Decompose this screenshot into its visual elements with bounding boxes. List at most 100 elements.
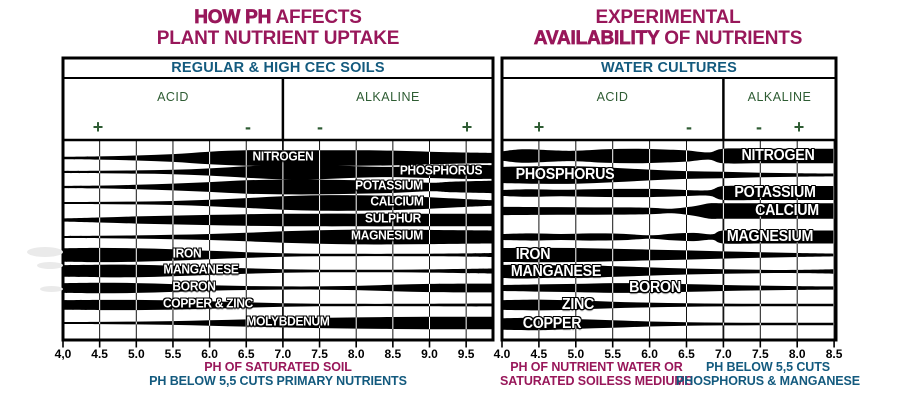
band-magnesium (502, 230, 835, 244)
sign-acid-plus-left: + (92, 117, 104, 137)
sign-acid-minus-left: - (245, 117, 251, 137)
footer-right-secondary: PH BELOW 5,5 CUTS PHOSPHORUS & MANGANESE (648, 360, 888, 388)
x-tick-label: 9.5 (458, 347, 475, 361)
band-label-manganese: MANGANESE (163, 261, 239, 277)
band-iron (502, 247, 835, 263)
band-label-boron: BORON (628, 279, 681, 296)
x-tick-label: 5.5 (165, 347, 182, 361)
band-label-phosphorus: PHOSPHORUS (515, 166, 615, 183)
sign-alkaline-minus-left: - (317, 117, 323, 137)
band-phosphorus (502, 166, 835, 184)
panel-right: 4.0 4.5 5.0 5.5 6.0 6.5 7.0 7.5 8.0 8.5 (494, 56, 843, 361)
band-label-manganese: MANGANESE (510, 262, 601, 280)
panel-left: 4,0 4.5 5.0 5.5 6.0 6.5 7.0 7.5 8.0 8.5 9.0 9.5 (55, 56, 495, 361)
band-molybdenum (63, 316, 492, 330)
panel-header-right: WATER CULTURES (601, 60, 737, 76)
panel-frame (61, 56, 495, 342)
band-boron (502, 283, 835, 293)
x-tick-label: 8.5 (826, 347, 843, 361)
band-label-nitrogen: NITROGEN (741, 147, 815, 164)
footer-right-secondary-line1: PH BELOW 5,5 CUTS (705, 360, 830, 374)
band-label-magnesium: MAGNESIUM (726, 228, 814, 245)
x-tick-label: 4.5 (531, 347, 548, 361)
title-left-strong: HOW PH (194, 7, 272, 29)
sign-acid-plus-right: + (533, 117, 545, 137)
footer-left-secondary: PH BELOW 5,5 CUTS PRIMARY NUTRIENTS (149, 373, 407, 388)
band-label-potassium: POTASSIUM (355, 177, 424, 193)
x-tick-label: 7.5 (311, 347, 328, 361)
alkaline-label-left: ALKALINE (356, 90, 420, 104)
title-right-line1: EXPERIMENTAL (595, 7, 741, 28)
band-boron (63, 282, 492, 294)
band-copper-zinc (63, 299, 492, 311)
panel-frame (500, 56, 838, 342)
title-left-line2: PLANT NUTRIENT UPTAKE (156, 28, 400, 49)
band-calcium (502, 203, 835, 219)
alkaline-label-right: ALKALINE (747, 90, 812, 104)
x-tick-label: 6.0 (201, 347, 218, 361)
band-iron (63, 247, 492, 263)
band-potassium (502, 185, 835, 201)
title-left: HOW PH AFFECTS PLANT NUTRIENT UPTAKE (63, 7, 493, 49)
footer-right-primary-line2: SATURATED SOILESS MEDIUMS (500, 373, 693, 388)
band-zinc (502, 299, 835, 311)
sign-alkaline-plus-right: + (793, 117, 805, 137)
band-nitrogen (502, 148, 835, 164)
title-left-rest: AFFECTS (271, 7, 362, 28)
band-label-potassium: POTASSIUM (734, 184, 816, 201)
band-label-copper-zinc: COPPER & ZINC (163, 295, 254, 311)
x-tick-label: 4.5 (91, 347, 108, 361)
x-tick-label: 5.0 (567, 347, 584, 361)
acid-label-left: ACID (157, 90, 189, 104)
x-tick-label: 8.5 (385, 347, 402, 361)
band-potassium (63, 179, 492, 195)
sign-alkaline-minus-right: - (756, 117, 762, 137)
band-phosphorus (63, 164, 492, 180)
band-label-phosphorus: PHOSPHORUS (400, 162, 483, 178)
footer-left-primary: PH OF SATURATED SOIL (204, 360, 352, 374)
footer-right-secondary-line2: PHOSPHORUS & MANGANESE (676, 373, 860, 388)
x-tick-label: 5.0 (128, 347, 145, 361)
title-right-rest: OF NUTRIENTS (659, 28, 803, 49)
x-tick-label: 7.0 (715, 347, 732, 361)
footer-left: PH OF SATURATED SOIL PH BELOW 5,5 CUTS P… (63, 360, 493, 388)
title-right-strong: AVAILABILITY (533, 28, 660, 50)
title-right: EXPERIMENTAL AVAILABILITY OF NUTRIENTS (500, 7, 836, 49)
footer-right-primary-line1: PH OF NUTRIENT WATER OR (510, 360, 683, 374)
faint-band-tail (27, 247, 63, 257)
band-manganese (502, 264, 835, 279)
band-copper (502, 317, 835, 331)
band-nitrogen (63, 150, 492, 166)
x-tick-label: 7.0 (275, 347, 292, 361)
x-tick-label: 8.0 (348, 347, 365, 361)
faint-band-tail (37, 262, 63, 269)
band-label-calcium: CALCIUM (754, 202, 819, 219)
x-tick-label: 4,0 (55, 347, 72, 361)
panel-header-left: REGULAR & HIGH CEC SOILS (171, 60, 385, 76)
band-label-copper: COPPER (522, 315, 582, 332)
x-tick-label: 4.0 (494, 347, 511, 361)
x-tick-label: 7.5 (752, 347, 769, 361)
band-sulphur (63, 213, 492, 227)
x-tick-label: 6.0 (641, 347, 658, 361)
x-tick-label: 5.5 (604, 347, 621, 361)
band-label-sulphur: SULPHUR (364, 210, 421, 226)
band-calcium (63, 195, 492, 211)
x-tick-label: 9.0 (421, 347, 438, 361)
faint-band-tail (40, 286, 63, 292)
band-label-magnesium: MAGNESIUM (351, 227, 423, 243)
acid-label-right: ACID (596, 90, 629, 104)
band-label-zinc: ZINC (561, 296, 595, 313)
band-label-molybdenum: MOLYBDENUM (246, 313, 330, 329)
x-tick-label: 8.0 (789, 347, 806, 361)
band-label-boron: BORON (172, 278, 216, 294)
x-tick-label: 6.5 (678, 347, 695, 361)
band-label-nitrogen: NITROGEN (252, 148, 314, 164)
band-label-iron: IRON (515, 246, 551, 263)
band-manganese (63, 264, 492, 278)
sign-alkaline-plus-left: + (461, 117, 473, 137)
band-label-iron: IRON (172, 245, 202, 261)
x-tick-label: 6.5 (238, 347, 255, 361)
sign-acid-minus-right: - (686, 117, 692, 137)
